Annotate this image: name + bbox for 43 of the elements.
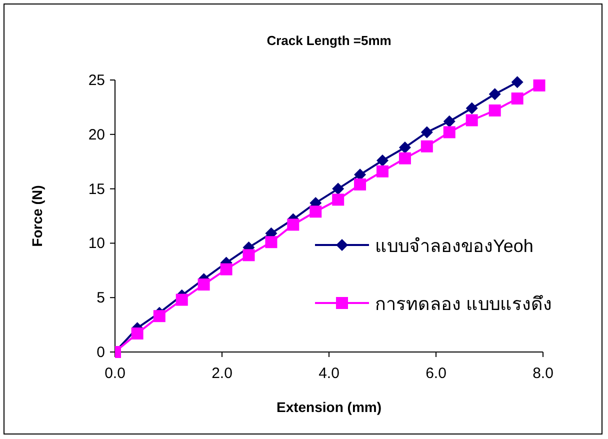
y-tick-label: 25: [88, 72, 105, 89]
point: [533, 79, 546, 92]
y-tick-label: 15: [88, 180, 105, 198]
point: [488, 88, 501, 100]
point: [420, 140, 433, 152]
point: [198, 278, 210, 291]
point: [287, 218, 300, 231]
x-tick-label: 2.0: [212, 365, 232, 382]
point: [310, 206, 322, 218]
point: [420, 126, 433, 138]
point: [265, 236, 278, 248]
y-tick-label: 5: [96, 290, 105, 307]
point: [466, 102, 478, 114]
point: [443, 126, 456, 138]
point: [443, 115, 456, 128]
point: [376, 154, 388, 167]
point: [354, 178, 366, 190]
x-tick-label: 6.0: [426, 365, 446, 382]
point: [332, 194, 344, 206]
legend-label: การทดลอง แบบแรงดึง: [375, 294, 552, 314]
point: [398, 141, 411, 154]
y-axis-title: Force (N): [29, 185, 45, 247]
chart-title: Crack Length =5mm: [266, 33, 392, 48]
x-axis-title: Extension (mm): [276, 399, 382, 415]
legend-label: แบบจำลองของYeoh: [375, 236, 534, 256]
point: [376, 165, 388, 178]
y-tick-label: 20: [88, 126, 105, 144]
point: [466, 114, 478, 126]
y-tick-label: 0: [96, 344, 105, 361]
x-tick-label: 8.0: [532, 365, 554, 382]
point: [220, 263, 232, 276]
point: [511, 92, 524, 104]
y-tick-label: 10: [88, 235, 105, 252]
x-tick-label: 4.0: [318, 365, 340, 382]
point: [511, 76, 524, 88]
point: [153, 310, 166, 322]
point: [488, 104, 501, 116]
point: [242, 249, 255, 262]
x-tick-label: 0.0: [104, 365, 126, 382]
point: [131, 328, 144, 340]
point: [398, 152, 411, 164]
point: [332, 182, 344, 195]
point: [176, 294, 188, 306]
